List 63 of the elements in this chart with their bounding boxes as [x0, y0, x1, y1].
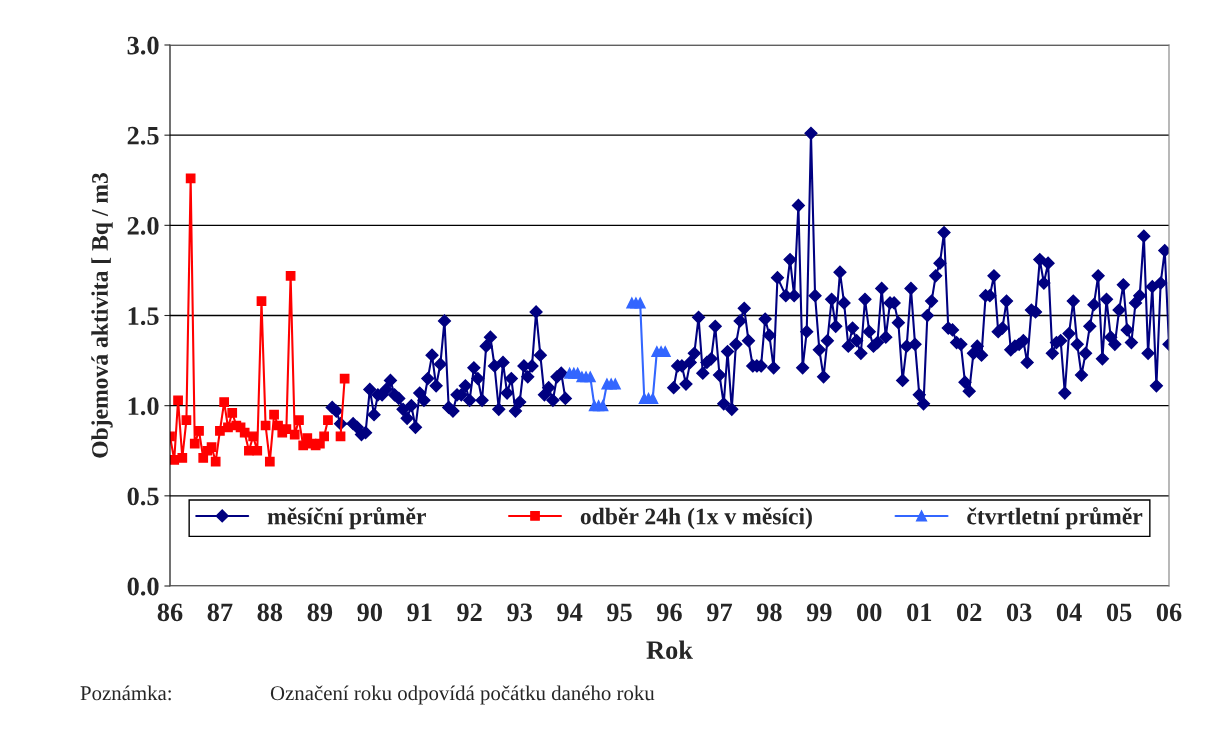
x-tick-label: 89 [307, 603, 333, 622]
x-tick-label: 93 [507, 603, 532, 622]
x-tick-label: 94 [557, 603, 583, 622]
point [285, 270, 296, 281]
point [269, 409, 279, 420]
x-tick-label: 99 [806, 603, 832, 622]
point [181, 415, 192, 425]
text: Poznámka: [80, 685, 171, 701]
x-tick-label: 92 [457, 603, 482, 622]
point [289, 429, 300, 440]
x-tick-label: 87 [207, 603, 233, 622]
point [634, 297, 646, 309]
y-tick-label: 1.0 [128, 397, 159, 416]
point [173, 395, 183, 406]
point [335, 431, 346, 442]
point [177, 453, 188, 463]
x-tick-label: 03 [1006, 603, 1032, 622]
text: Označení roku odpovídá počátku daného roku [270, 685, 655, 705]
point [597, 400, 609, 412]
point [223, 422, 233, 433]
point [239, 427, 250, 438]
point [185, 173, 196, 184]
x-tick-label: 98 [756, 603, 782, 622]
x-axis-title: Rok [646, 640, 693, 660]
point [227, 408, 238, 418]
point [609, 378, 621, 390]
point [206, 442, 217, 453]
y-tick-label: 3.0 [127, 36, 159, 55]
x-tick-label: 90 [357, 603, 382, 622]
x-tick-label: 97 [707, 603, 733, 622]
legend-label: odběr 24h (1x v měsíci) [580, 507, 812, 530]
legend-label: čtvrtletní průměr [967, 507, 1143, 530]
point [215, 426, 225, 436]
x-tick-label: 06 [1156, 603, 1182, 622]
point [189, 438, 200, 449]
y-axis-title: Objemová aktivita [ Bq / m3 [91, 173, 113, 458]
point [194, 426, 204, 436]
point [219, 397, 230, 407]
y-tick-label: 2.0 [127, 216, 159, 235]
point [584, 371, 596, 383]
point [252, 445, 263, 456]
y-tick-label: 2.5 [127, 126, 159, 145]
y-tick-label: 1.5 [128, 307, 159, 326]
legend-label: měsíční průměr [267, 507, 426, 530]
point [210, 456, 221, 467]
point [323, 415, 333, 425]
y-tick-label: 0.0 [127, 577, 159, 596]
point [281, 424, 292, 434]
point [256, 296, 267, 306]
x-tick-label: 04 [1056, 603, 1082, 622]
x-tick-label: 02 [957, 603, 982, 622]
y-tick-label: 0.5 [127, 487, 159, 506]
x-tick-label: 86 [157, 603, 183, 622]
x-tick-label: 05 [1106, 603, 1132, 622]
point [319, 431, 329, 442]
point [264, 456, 275, 467]
x-tick-label: 96 [656, 603, 682, 622]
x-tick-label: 95 [607, 603, 632, 622]
point [294, 415, 304, 425]
x-tick-label: 00 [857, 603, 882, 622]
x-tick-label: 01 [907, 603, 932, 622]
x-tick-label: 91 [407, 603, 432, 622]
x-tick-label: 88 [257, 603, 283, 622]
